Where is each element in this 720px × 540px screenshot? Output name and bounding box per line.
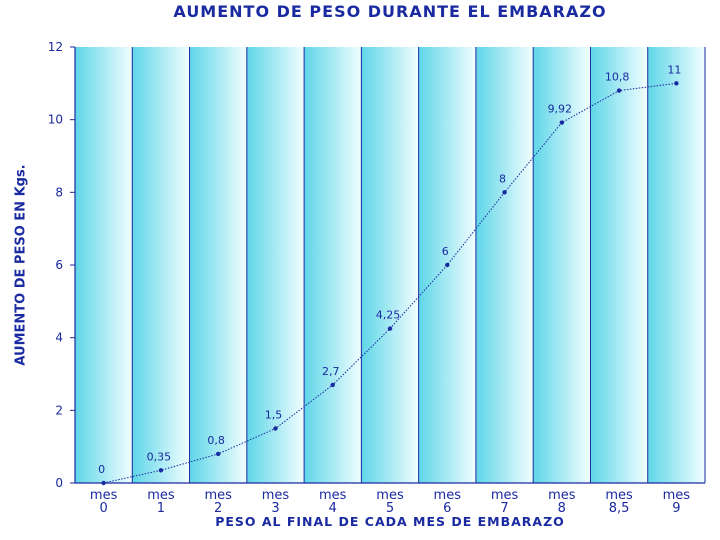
y-tick-label: 10 — [48, 113, 63, 127]
data-point — [502, 190, 507, 195]
x-tick-label: mes — [319, 488, 347, 503]
data-label: 6 — [442, 245, 449, 258]
background-band — [361, 47, 419, 483]
background-band — [590, 47, 648, 483]
data-label: 11 — [667, 63, 681, 76]
data-point — [559, 120, 565, 125]
data-point — [674, 81, 679, 86]
x-axis-label: PESO AL FINAL DE CADA MES DE EMBARAZO — [215, 514, 565, 529]
x-tick-label: 8,5 — [609, 501, 630, 516]
background-band — [246, 47, 305, 483]
x-tick-label: 8 — [558, 501, 566, 516]
data-label: 8 — [499, 172, 506, 185]
background-band — [475, 47, 534, 483]
data-point — [330, 382, 335, 388]
data-labels: 0 0,35 0,8 1,5 2,7 4,25 6 8 9,92 10,8 11 — [98, 63, 681, 476]
y-tick-label: 4 — [55, 331, 63, 345]
data-point — [101, 480, 106, 486]
x-tick-label: 3 — [271, 501, 279, 516]
y-ticks: 0 2 4 6 8 10 12 — [48, 40, 75, 490]
x-tick-label: mes — [262, 488, 290, 503]
data-point — [273, 426, 278, 431]
background-band — [189, 47, 247, 483]
x-tick-label: 5 — [386, 501, 394, 516]
data-points — [101, 81, 679, 486]
x-tick-label: 2 — [214, 501, 222, 516]
data-label: 2,7 — [322, 365, 340, 378]
plot-background — [75, 47, 705, 483]
x-tick-label: 0 — [99, 501, 107, 516]
x-tick-label: 7 — [500, 501, 508, 516]
data-point — [215, 451, 221, 457]
x-tick-label: 4 — [329, 501, 337, 516]
data-point — [387, 326, 393, 331]
x-tick-label: mes — [605, 488, 633, 503]
x-tick-label: mes — [434, 488, 462, 503]
data-point — [158, 468, 164, 473]
data-label: 4,25 — [376, 309, 401, 322]
x-tick-label: mes — [204, 488, 232, 503]
data-label: 9,92 — [548, 103, 573, 116]
y-tick-label: 0 — [55, 476, 63, 490]
data-label: 1,5 — [265, 409, 283, 422]
x-tick-label: 6 — [443, 501, 451, 516]
data-point — [616, 88, 622, 93]
data-label: 0,8 — [207, 434, 225, 447]
background-band — [304, 47, 362, 483]
x-tick-label: mes — [663, 488, 691, 503]
data-label: 0,35 — [147, 450, 172, 463]
background-band — [132, 47, 190, 483]
x-ticks: mes0mes1mes2mes3mes4mes5mes6mes7mes8mes8… — [90, 488, 690, 516]
y-tick-label: 12 — [48, 40, 63, 54]
background-band — [647, 47, 705, 483]
background-band — [75, 47, 133, 483]
data-point — [445, 262, 450, 268]
x-tick-label: mes — [90, 488, 118, 503]
y-tick-label: 8 — [55, 185, 63, 199]
x-tick-label: 9 — [672, 501, 680, 516]
y-tick-label: 2 — [55, 403, 63, 417]
x-tick-label: mes — [147, 488, 175, 503]
y-tick-label: 6 — [55, 258, 63, 272]
x-tick-label: mes — [548, 488, 576, 503]
background-band — [533, 47, 591, 483]
data-label: 0 — [98, 463, 105, 476]
x-tick-label: mes — [376, 488, 404, 503]
x-tick-label: 1 — [157, 501, 165, 516]
x-tick-label: mes — [491, 488, 519, 503]
data-label: 10,8 — [605, 71, 630, 84]
chart-title: AUMENTO DE PESO DURANTE EL EMBARAZO — [173, 2, 607, 21]
